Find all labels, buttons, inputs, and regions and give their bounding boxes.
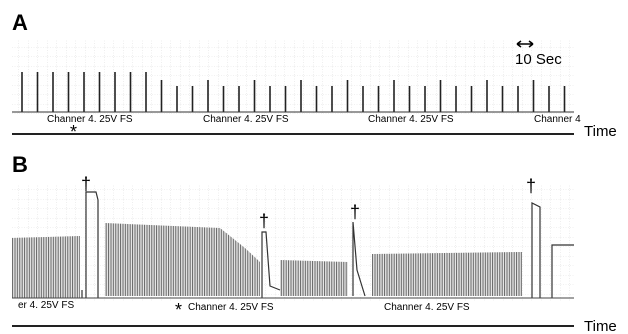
trace-block (12, 236, 80, 298)
channel-label: Channer 4. 25V FS (188, 302, 274, 313)
channel-label: Channer 4 (534, 114, 581, 125)
channel-label: Channer 4. 25V FS (368, 114, 454, 125)
channel-label: Channer 4. 25V FS (47, 114, 133, 125)
panel-label: B (12, 152, 28, 177)
trace-block (280, 260, 348, 296)
scale-label: 10 Sec (515, 51, 562, 68)
figure: A 10 Sec Channer 4. 25V FS Channer 4. 25… (0, 0, 628, 334)
channel-label: Channer 4. 25V FS (203, 114, 289, 125)
marker: † (81, 174, 91, 194)
trace-block (372, 252, 522, 296)
marker: * (70, 122, 77, 142)
channel-label: Channer 4. 25V FS (384, 302, 470, 313)
marker: † (259, 211, 269, 231)
panel-label: A (12, 10, 28, 35)
axis-label: Time (584, 318, 617, 334)
marker: * (175, 300, 182, 320)
marker: † (526, 176, 536, 196)
channel-label: er 4. 25V FS (18, 300, 74, 311)
grid (12, 40, 574, 114)
axis-label: Time (584, 123, 617, 140)
marker: † (350, 202, 360, 222)
